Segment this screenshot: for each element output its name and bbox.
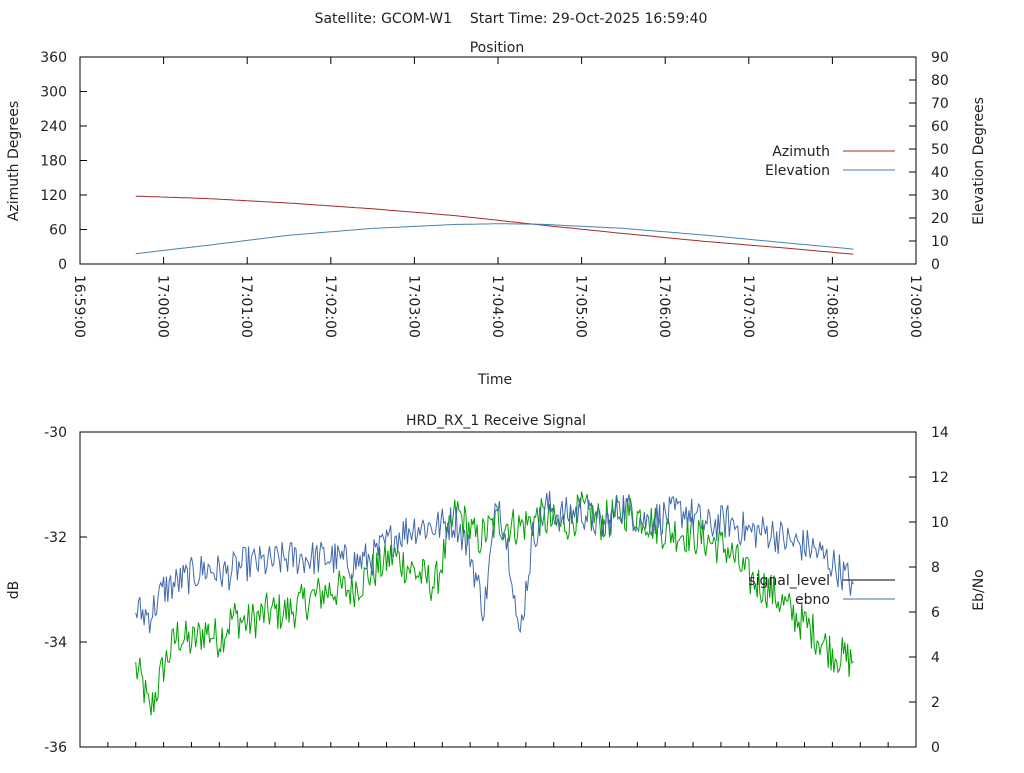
position-ytick-label: 360 [40,50,67,66]
signal-legend: signal_level ebno [748,573,895,608]
position-plot-frame [79,56,917,265]
position-y2tick-label: 10 [931,234,949,250]
position-xtick-label: 17:02:00 [322,275,338,338]
position-y2tick-label: 40 [931,165,949,181]
position-ytick-label: 300 [40,85,67,101]
position-legend: Azimuth Elevation [765,144,895,179]
position-chart: Position Azimuth Degrees Elevation Degre… [6,40,987,388]
signal-chart: HRD_RX_1 Receive Signal dB Eb/No -36 -34 -… [6,413,987,756]
position-ylabel: Azimuth Degrees [6,101,22,221]
signal-y2tick-label: 4 [931,650,940,666]
position-xtick-label: 17:08:00 [823,275,839,338]
position-ytick-label: 240 [40,119,67,135]
position-y2tick-label: 20 [931,211,949,227]
series-azimuth-line [135,195,854,255]
position-xtick-label: 17:01:00 [238,275,254,338]
position-title: Position [470,40,525,56]
position-xtick-label: 17:03:00 [405,275,421,338]
signal-plot-frame [79,431,917,748]
position-y2tick-label: 60 [931,119,949,135]
series-ebno-line [135,491,854,716]
position-xtick-label: 17:00:00 [155,275,171,338]
position-xtick-label: 16:59:00 [71,275,87,338]
position-y2tick-label: 80 [931,73,949,89]
signal-y2tick-label: 14 [931,425,949,441]
signal-y2tick-label: 10 [931,515,949,531]
signal-y2tick-label: 2 [931,695,940,711]
position-xlabel: Time [477,372,512,388]
position-ytick-label: 0 [58,257,67,273]
position-y2tick-label: 70 [931,96,949,112]
position-xtick-label: 17:07:00 [740,275,756,338]
signal-y2tick-label: 6 [931,605,940,621]
position-y2tick-label: 30 [931,188,949,204]
position-xtick-label: 17:06:00 [656,275,672,338]
signal-y2tick-label: 0 [931,740,940,756]
position-y2tick-label: 90 [931,50,949,66]
legend-signal-level-label: signal_level [748,573,830,589]
signal-ytick-label: -30 [44,425,67,441]
position-xtick-label: 17:05:00 [573,275,589,338]
legend-azimuth-label: Azimuth [772,144,830,160]
position-y2label: Elevation Degrees [971,97,987,225]
position-y2tick-label: 50 [931,142,949,158]
legend-ebno-label: ebno [795,592,830,608]
signal-y2tick-label: 12 [931,470,949,486]
signal-ytick-label: -32 [44,530,67,546]
signal-title: HRD_RX_1 Receive Signal [406,413,586,429]
position-ytick-label: 60 [49,223,67,239]
position-y2tick-label: 0 [931,257,940,273]
position-xtick-label: 17:04:00 [489,275,505,338]
position-xtick-label: 17:09:00 [907,275,923,338]
signal-ytick-label: -34 [44,635,67,651]
signal-ylabel: dB [6,581,22,600]
page-header: Satellite: GCOM-W1 Start Time: 29-Oct-20… [315,11,708,27]
signal-ytick-label: -36 [44,740,67,756]
legend-elevation-label: Elevation [765,163,830,179]
series-signal-level-line [135,490,854,634]
series-elevation-line [135,223,854,255]
position-ytick-label: 180 [40,154,67,170]
signal-y2tick-label: 8 [931,560,940,576]
position-ytick-label: 120 [40,188,67,204]
signal-y2label: Eb/No [971,569,987,611]
